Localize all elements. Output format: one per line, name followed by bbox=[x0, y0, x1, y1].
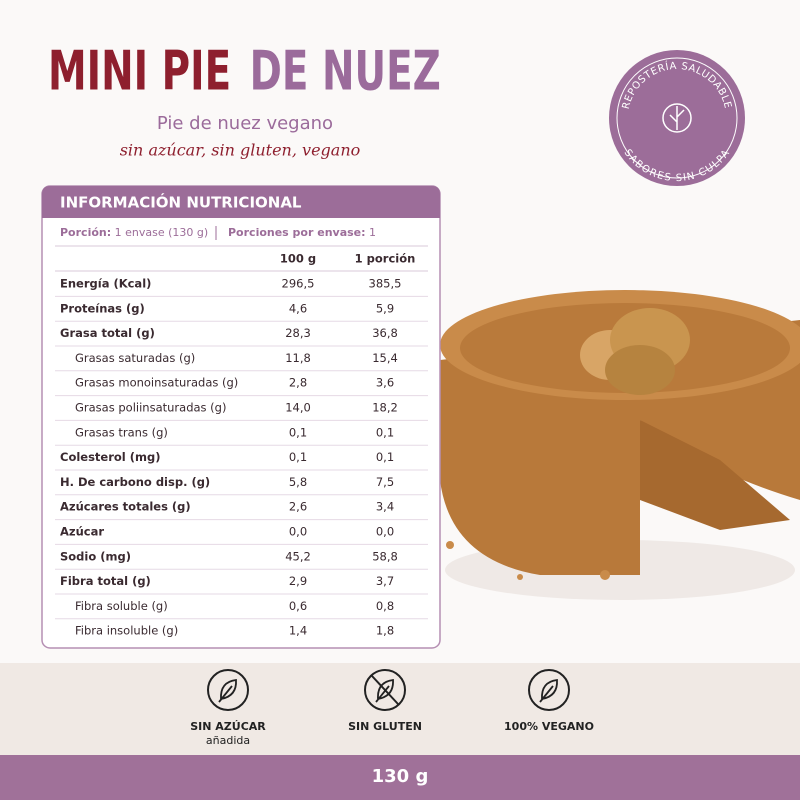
cell-portion: 0,1 bbox=[376, 425, 394, 439]
cell-per100: 45,2 bbox=[285, 549, 311, 563]
cell-per100: 14,0 bbox=[285, 401, 311, 415]
feature-icon-slash bbox=[371, 675, 399, 705]
cell-per100: 4,6 bbox=[289, 301, 307, 315]
cell-per100: 0,1 bbox=[289, 425, 307, 439]
column-header: 100 g bbox=[280, 252, 316, 266]
row-label: Fibra soluble (g) bbox=[75, 599, 168, 613]
row-label: Energía (Kcal) bbox=[60, 277, 151, 291]
row-label: Grasas trans (g) bbox=[75, 425, 168, 439]
cell-portion: 18,2 bbox=[372, 401, 398, 415]
row-label: Sodio (mg) bbox=[60, 549, 131, 563]
cell-portion: 5,9 bbox=[376, 301, 394, 315]
column-header: 1 porción bbox=[355, 252, 416, 266]
row-label: Proteínas (g) bbox=[60, 301, 145, 315]
cell-portion: 36,8 bbox=[372, 326, 398, 340]
features-band bbox=[0, 663, 800, 755]
nutrition-table: INFORMACIÓN NUTRICIONAL Porción: 1 envas… bbox=[41, 185, 441, 649]
cell-per100: 0,1 bbox=[289, 450, 307, 464]
row-label: Colesterol (mg) bbox=[60, 450, 160, 464]
servings-label: Porciones por envase: bbox=[228, 226, 366, 239]
pie-image bbox=[440, 290, 800, 600]
cell-portion: 385,5 bbox=[369, 277, 402, 291]
cell-per100: 28,3 bbox=[285, 326, 311, 340]
cell-per100: 2,9 bbox=[289, 574, 307, 588]
feature-icon-leaf bbox=[375, 678, 394, 703]
row-label: Fibra total (g) bbox=[60, 574, 151, 588]
cell-per100: 2,6 bbox=[289, 500, 307, 514]
portion-value: 1 envase (130 g) bbox=[115, 226, 209, 239]
weight: 130 g bbox=[372, 766, 429, 787]
cell-portion: 0,8 bbox=[376, 599, 394, 613]
cell-portion: 7,5 bbox=[376, 475, 394, 489]
servings-line: Porciones por envase: 1 bbox=[228, 226, 376, 239]
row-label: Azúcar bbox=[60, 525, 104, 539]
feature-label: SIN GLUTEN bbox=[348, 720, 422, 733]
cell-portion: 3,7 bbox=[376, 574, 394, 588]
row-label: Grasa total (g) bbox=[60, 326, 155, 340]
cell-per100: 0,6 bbox=[289, 599, 307, 613]
row-label: Grasas poliinsaturadas (g) bbox=[75, 401, 226, 415]
cell-portion: 0,0 bbox=[376, 525, 394, 539]
footer-band bbox=[0, 755, 800, 800]
feature-label: SIN AZÚCAR bbox=[190, 720, 266, 733]
cell-portion: 3,4 bbox=[376, 500, 394, 514]
title: MINI PIE DE NUEZ bbox=[48, 40, 441, 103]
cell-per100: 296,5 bbox=[282, 277, 315, 291]
feature-sublabel: añadida bbox=[206, 734, 250, 747]
cell-per100: 5,8 bbox=[289, 475, 307, 489]
row-label: Azúcares totales (g) bbox=[60, 500, 191, 514]
subtitle: Pie de nuez vegano bbox=[157, 113, 333, 134]
row-label: Grasas saturadas (g) bbox=[75, 351, 195, 365]
feature-icon-leaf bbox=[539, 678, 558, 703]
cell-portion: 0,1 bbox=[376, 450, 394, 464]
feature-icon-leaf bbox=[218, 678, 237, 703]
servings-value: 1 bbox=[369, 226, 376, 239]
cell-portion: 3,6 bbox=[376, 376, 394, 390]
portion-line: Porción: 1 envase (130 g) bbox=[60, 226, 208, 239]
row-label: Grasas monoinsaturadas (g) bbox=[75, 376, 238, 390]
title-part1: MINI PIE bbox=[48, 40, 231, 103]
table-title: INFORMACIÓN NUTRICIONAL bbox=[60, 193, 302, 212]
feature-label: 100% VEGANO bbox=[504, 720, 594, 733]
cell-per100: 2,8 bbox=[289, 376, 307, 390]
row-label: H. De carbono disp. (g) bbox=[60, 475, 210, 489]
cell-per100: 1,4 bbox=[289, 624, 307, 638]
cell-portion: 1,8 bbox=[376, 624, 394, 638]
cell-per100: 11,8 bbox=[285, 351, 311, 365]
row-label: Fibra insoluble (g) bbox=[75, 624, 178, 638]
feature-icon bbox=[528, 669, 570, 711]
feature-icon bbox=[364, 669, 406, 711]
cell-per100: 0,0 bbox=[289, 525, 307, 539]
badge: REPOSTERÍA SALUDABLE SABORES SIN CULPA bbox=[609, 50, 745, 186]
portion-label: Porción: bbox=[60, 226, 111, 239]
cell-portion: 15,4 bbox=[372, 351, 398, 365]
cell-portion: 58,8 bbox=[372, 549, 398, 563]
title-part2: DE NUEZ bbox=[250, 40, 441, 103]
tagline: sin azúcar, sin gluten, vegano bbox=[120, 141, 361, 160]
feature-icon bbox=[207, 669, 249, 711]
